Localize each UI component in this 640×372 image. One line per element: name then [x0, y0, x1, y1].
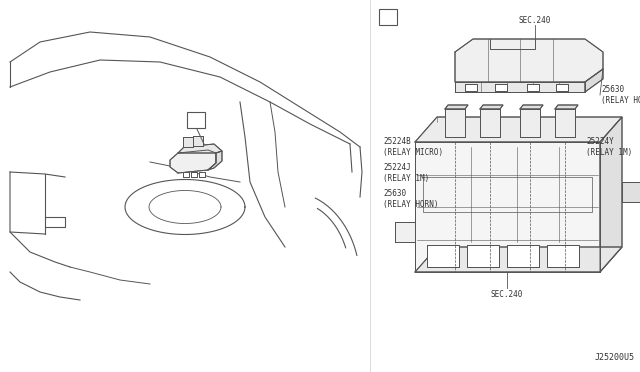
Polygon shape — [395, 222, 415, 242]
Text: (RELAY 1M): (RELAY 1M) — [383, 173, 429, 183]
Polygon shape — [507, 245, 539, 267]
Text: (RELAY HORN): (RELAY HORN) — [383, 199, 438, 208]
Polygon shape — [183, 172, 189, 177]
Text: 25224J: 25224J — [383, 164, 411, 173]
Polygon shape — [480, 109, 500, 137]
Polygon shape — [445, 105, 468, 109]
Polygon shape — [520, 109, 540, 137]
Polygon shape — [455, 82, 585, 92]
Polygon shape — [193, 136, 203, 146]
FancyBboxPatch shape — [379, 9, 397, 25]
Polygon shape — [480, 105, 503, 109]
Text: SEC.240: SEC.240 — [519, 16, 551, 25]
Text: A: A — [385, 13, 391, 22]
Polygon shape — [555, 105, 578, 109]
Polygon shape — [585, 69, 603, 92]
Polygon shape — [170, 150, 216, 173]
Text: 25224B: 25224B — [383, 138, 411, 147]
Polygon shape — [556, 84, 568, 91]
Text: SEC.240: SEC.240 — [491, 290, 523, 299]
Text: A: A — [193, 115, 199, 125]
Text: 25630: 25630 — [383, 189, 406, 199]
Polygon shape — [547, 245, 579, 267]
Text: (RELAY MICRO): (RELAY MICRO) — [383, 148, 443, 157]
Polygon shape — [467, 245, 499, 267]
Polygon shape — [520, 105, 543, 109]
Polygon shape — [208, 151, 222, 170]
Polygon shape — [199, 172, 205, 177]
Polygon shape — [415, 117, 622, 142]
Polygon shape — [415, 247, 622, 272]
Polygon shape — [555, 109, 575, 137]
Text: (RELAY HORN): (RELAY HORN) — [601, 96, 640, 105]
Polygon shape — [495, 84, 506, 91]
Polygon shape — [427, 245, 459, 267]
Polygon shape — [178, 144, 222, 153]
FancyBboxPatch shape — [187, 112, 205, 128]
Polygon shape — [445, 109, 465, 137]
Text: (RELAY 1M): (RELAY 1M) — [586, 148, 632, 157]
Polygon shape — [191, 172, 197, 177]
Text: 25224Y: 25224Y — [586, 138, 614, 147]
Polygon shape — [622, 182, 640, 202]
Polygon shape — [465, 84, 477, 91]
Polygon shape — [527, 84, 539, 91]
Polygon shape — [600, 117, 622, 272]
Polygon shape — [183, 137, 193, 147]
Polygon shape — [455, 39, 603, 82]
Text: J25200U5: J25200U5 — [595, 353, 635, 362]
Polygon shape — [415, 142, 600, 272]
Text: 25630: 25630 — [601, 86, 624, 94]
